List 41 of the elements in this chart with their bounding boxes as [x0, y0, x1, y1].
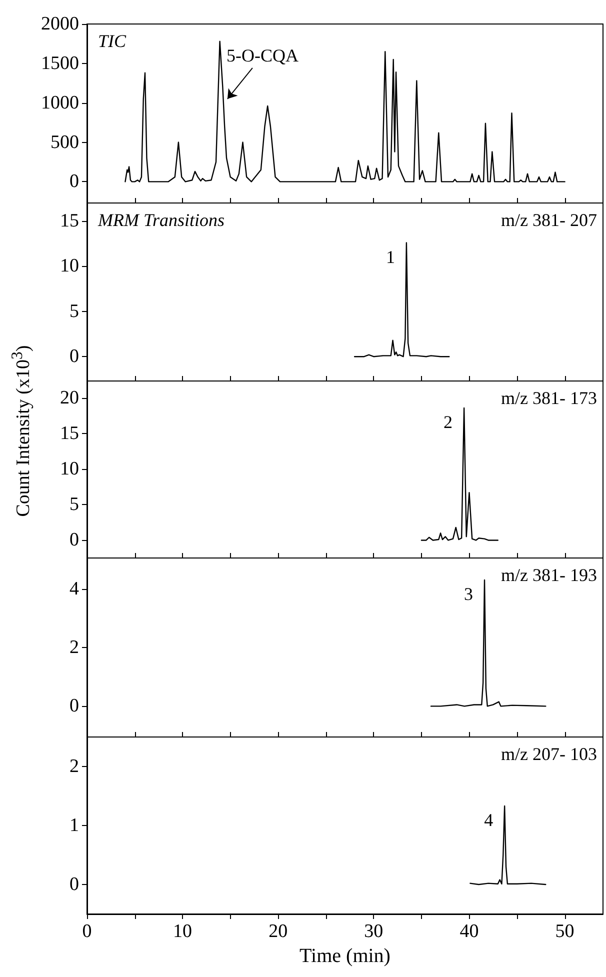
- x-tick-label: 20: [268, 921, 288, 942]
- y-tick-label: 0: [70, 874, 79, 895]
- x-tick-label: 40: [460, 921, 479, 942]
- y-tick-label: 20: [60, 388, 79, 409]
- chart-subtitle: m/z 207- 103: [501, 744, 598, 764]
- y-tick-label: 15: [60, 210, 79, 232]
- chart-title: TIC: [98, 31, 128, 51]
- line-series: [420, 407, 498, 541]
- chart-subtitle: m/z 381- 173: [501, 388, 598, 408]
- y-tick-label: 0: [70, 696, 79, 717]
- y-tick-label: 1500: [41, 52, 79, 74]
- y-tick-label: 2: [70, 756, 79, 777]
- y-tick-label: 500: [50, 132, 79, 153]
- y-tick-label: 2: [70, 637, 79, 658]
- y-tick-label: 5: [70, 494, 79, 516]
- y-tick-label: 5: [70, 300, 79, 322]
- x-tick-label: 30: [364, 921, 384, 942]
- annotation: 3: [464, 584, 474, 604]
- y-tick-label: 1: [70, 815, 79, 836]
- y-tick-label: 15: [60, 423, 79, 444]
- y-tick-label: 0: [70, 171, 79, 192]
- line-series: [354, 242, 450, 358]
- y-tick-label: 0: [70, 346, 79, 368]
- y-tick-label: 0: [70, 530, 79, 551]
- x-tick-label: 10: [173, 921, 192, 942]
- annotation: 5-O-CQA: [226, 45, 299, 66]
- x-tick-label: 50: [555, 921, 574, 942]
- chart-subtitle: m/z 381- 193: [501, 565, 598, 585]
- x-axis-title: Time (min): [300, 944, 390, 967]
- y-tick-label: 10: [60, 458, 79, 480]
- line-series: [124, 40, 566, 182]
- y-tick-label: 2000: [41, 14, 79, 34]
- chart-subtitle: m/z 381- 207: [501, 210, 598, 230]
- y-tick-label: 1000: [41, 92, 79, 114]
- line-series: [470, 805, 546, 886]
- chart-title: MRM Transitions: [97, 210, 225, 230]
- annotation: 4: [484, 810, 494, 830]
- y-tick-label: 4: [70, 578, 80, 600]
- annotation: 1: [386, 246, 395, 267]
- annotation: 2: [444, 412, 453, 432]
- y-tick-label: 10: [60, 256, 79, 277]
